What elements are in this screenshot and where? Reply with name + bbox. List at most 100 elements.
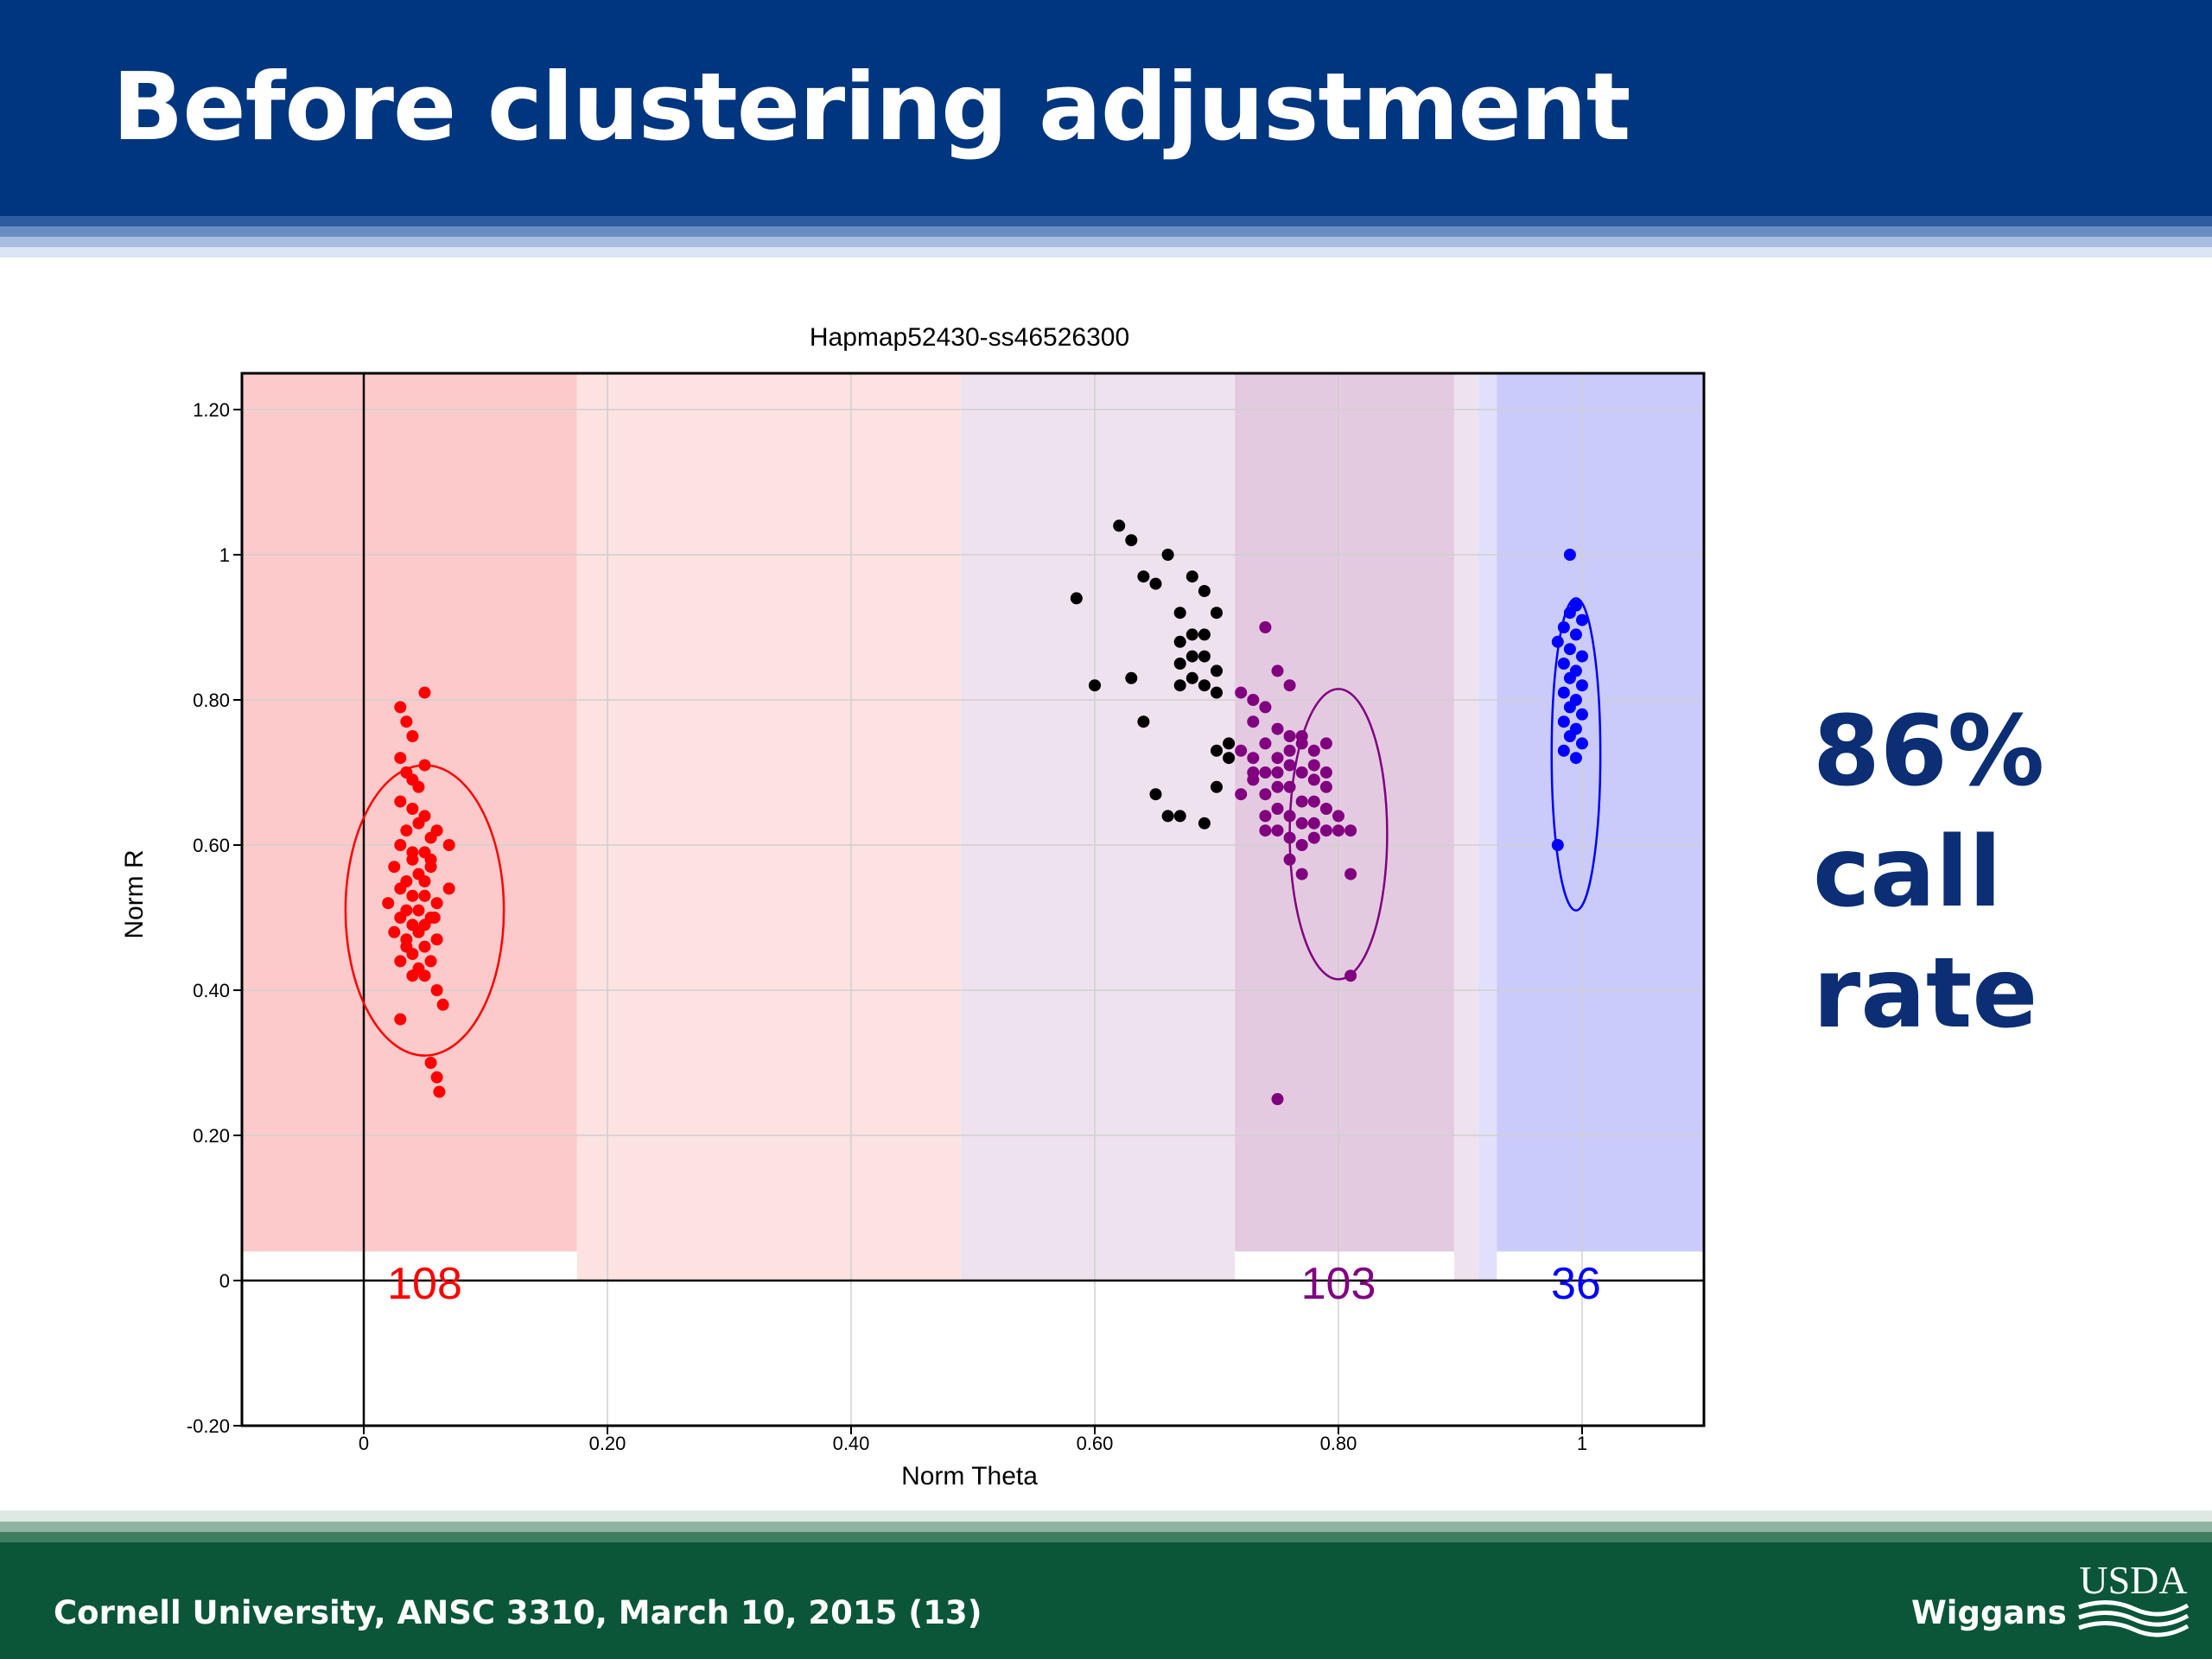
data-point-s2-53 bbox=[1319, 766, 1332, 779]
data-point-s1-49 bbox=[394, 1013, 407, 1026]
data-point-s2-17 bbox=[1283, 759, 1296, 772]
data-point-s2-19 bbox=[1295, 766, 1308, 779]
data-point-s2-18 bbox=[1259, 766, 1272, 779]
stat-line-1: 86% bbox=[1813, 696, 2045, 808]
data-point-s3-9 bbox=[1576, 650, 1588, 663]
data-point-s3-20 bbox=[1563, 730, 1576, 742]
data-point-s3-8 bbox=[1563, 643, 1576, 656]
data-point-s2-50 bbox=[1271, 1093, 1284, 1105]
slide-title: Before clustering adjustment bbox=[112, 54, 1630, 162]
cluster-ellipse-3 bbox=[1550, 597, 1602, 912]
data-point-s2-42 bbox=[1307, 759, 1320, 772]
cluster-region-3 bbox=[960, 373, 1236, 1281]
data-point-s4-17 bbox=[1185, 671, 1198, 684]
marks-layer: 108 103 36 bbox=[344, 519, 1602, 1309]
data-point-s2-32 bbox=[1307, 817, 1320, 830]
data-point-s2-5 bbox=[1283, 679, 1296, 692]
data-point-s3-17 bbox=[1576, 708, 1588, 721]
data-point-s4-23 bbox=[1125, 671, 1138, 684]
footer-stripe-1 bbox=[0, 1510, 2212, 1522]
data-point-s3-5 bbox=[1557, 621, 1570, 633]
data-point-s2-54 bbox=[1307, 831, 1320, 844]
data-point-s1-24 bbox=[442, 882, 455, 895]
data-point-s1-31 bbox=[412, 904, 425, 917]
data-point-s2-10 bbox=[1259, 737, 1272, 750]
data-point-s1-28 bbox=[430, 897, 443, 910]
data-point-s4-15 bbox=[1211, 664, 1223, 677]
x-tick-label-5: 1 bbox=[1577, 1433, 1587, 1454]
data-point-s2-9 bbox=[1283, 730, 1296, 742]
cluster-region-4 bbox=[1235, 373, 1454, 1252]
data-point-s1-25 bbox=[394, 882, 407, 895]
data-point-s1-56 bbox=[424, 853, 437, 866]
data-point-s2-12 bbox=[1307, 744, 1320, 757]
cluster-count-3: 36 bbox=[1551, 1259, 1601, 1309]
data-point-s2-29 bbox=[1283, 810, 1296, 823]
data-point-s2-22 bbox=[1271, 780, 1284, 793]
data-point-s2-43 bbox=[1319, 780, 1332, 793]
data-point-s4-18 bbox=[1198, 679, 1211, 692]
data-point-s4-29 bbox=[1161, 810, 1174, 823]
data-point-s2-24 bbox=[1259, 788, 1272, 801]
header-stripe-4 bbox=[0, 247, 2212, 257]
header-stripe-2 bbox=[0, 226, 2212, 237]
y-tick-label-5: 0.80 bbox=[193, 690, 230, 711]
data-point-s4-7 bbox=[1198, 585, 1211, 597]
data-point-s1-57 bbox=[400, 940, 413, 953]
data-point-s4-10 bbox=[1198, 628, 1211, 641]
data-point-s4-28 bbox=[1149, 788, 1162, 801]
chart-title: Hapmap52430-ss46526300 bbox=[810, 323, 1129, 352]
data-point-s3-18 bbox=[1557, 715, 1570, 728]
call-rate-stat: 86% call rate bbox=[1813, 691, 2044, 1054]
data-point-s4-9 bbox=[1173, 607, 1186, 620]
data-point-s4-13 bbox=[1185, 650, 1198, 663]
data-point-s2-3 bbox=[1247, 694, 1260, 706]
data-point-s4-32 bbox=[1211, 780, 1223, 793]
data-point-s1-48 bbox=[436, 998, 449, 1011]
footer-stripe-2 bbox=[0, 1522, 2212, 1532]
data-point-s3-10 bbox=[1557, 658, 1570, 670]
data-point-s1-27 bbox=[418, 889, 431, 902]
x-tick-label-1: 0.20 bbox=[589, 1433, 626, 1454]
data-point-s2-33 bbox=[1319, 824, 1332, 837]
data-point-s2-30 bbox=[1259, 810, 1272, 823]
data-point-s1-54 bbox=[418, 810, 431, 823]
data-point-s2-27 bbox=[1319, 803, 1332, 815]
data-point-s2-13 bbox=[1319, 737, 1332, 750]
cluster-count-1: 108 bbox=[387, 1259, 462, 1309]
data-point-s1-55 bbox=[412, 780, 425, 793]
data-point-s4-21 bbox=[1070, 592, 1083, 605]
x-tick-label-2: 0.40 bbox=[833, 1433, 870, 1454]
data-point-s2-52 bbox=[1295, 839, 1308, 851]
data-point-s2-1 bbox=[1259, 621, 1272, 633]
footer-citation: Cornell University, ANSC 3310, March 10,… bbox=[54, 1594, 982, 1631]
footer-stripe-3 bbox=[0, 1532, 2212, 1542]
header-stripe-1 bbox=[0, 216, 2212, 226]
data-point-s1-16 bbox=[394, 839, 407, 851]
data-point-s1-36 bbox=[388, 925, 401, 938]
data-point-s2-4 bbox=[1271, 664, 1284, 677]
data-point-s4-6 bbox=[1185, 570, 1198, 583]
data-point-s4-24 bbox=[1137, 715, 1150, 728]
x-axis-label: Norm Theta bbox=[901, 1462, 1038, 1491]
data-point-s2-47 bbox=[1295, 868, 1308, 880]
data-point-s2-8 bbox=[1271, 722, 1284, 735]
data-point-s2-34 bbox=[1271, 824, 1284, 837]
data-point-s1-29 bbox=[382, 897, 395, 910]
data-point-s4-20 bbox=[1211, 686, 1223, 699]
data-point-s2-37 bbox=[1344, 824, 1357, 837]
data-point-s4-5 bbox=[1149, 577, 1162, 590]
stat-line-2: call bbox=[1813, 817, 2002, 929]
data-point-s1-42 bbox=[424, 955, 437, 968]
data-point-s4-25 bbox=[1223, 737, 1236, 750]
data-point-s3-13 bbox=[1576, 679, 1588, 692]
data-point-s1-43 bbox=[394, 955, 407, 968]
data-point-s3-23 bbox=[1569, 752, 1582, 765]
data-point-s3-1 bbox=[1563, 549, 1576, 561]
data-point-s2-16 bbox=[1271, 752, 1284, 765]
data-point-s1-46 bbox=[406, 969, 419, 982]
data-point-s1-37 bbox=[412, 925, 425, 938]
data-point-s2-44 bbox=[1332, 810, 1344, 823]
data-point-s2-46 bbox=[1283, 853, 1296, 866]
y-tick-label-0: -0.20 bbox=[187, 1415, 230, 1437]
